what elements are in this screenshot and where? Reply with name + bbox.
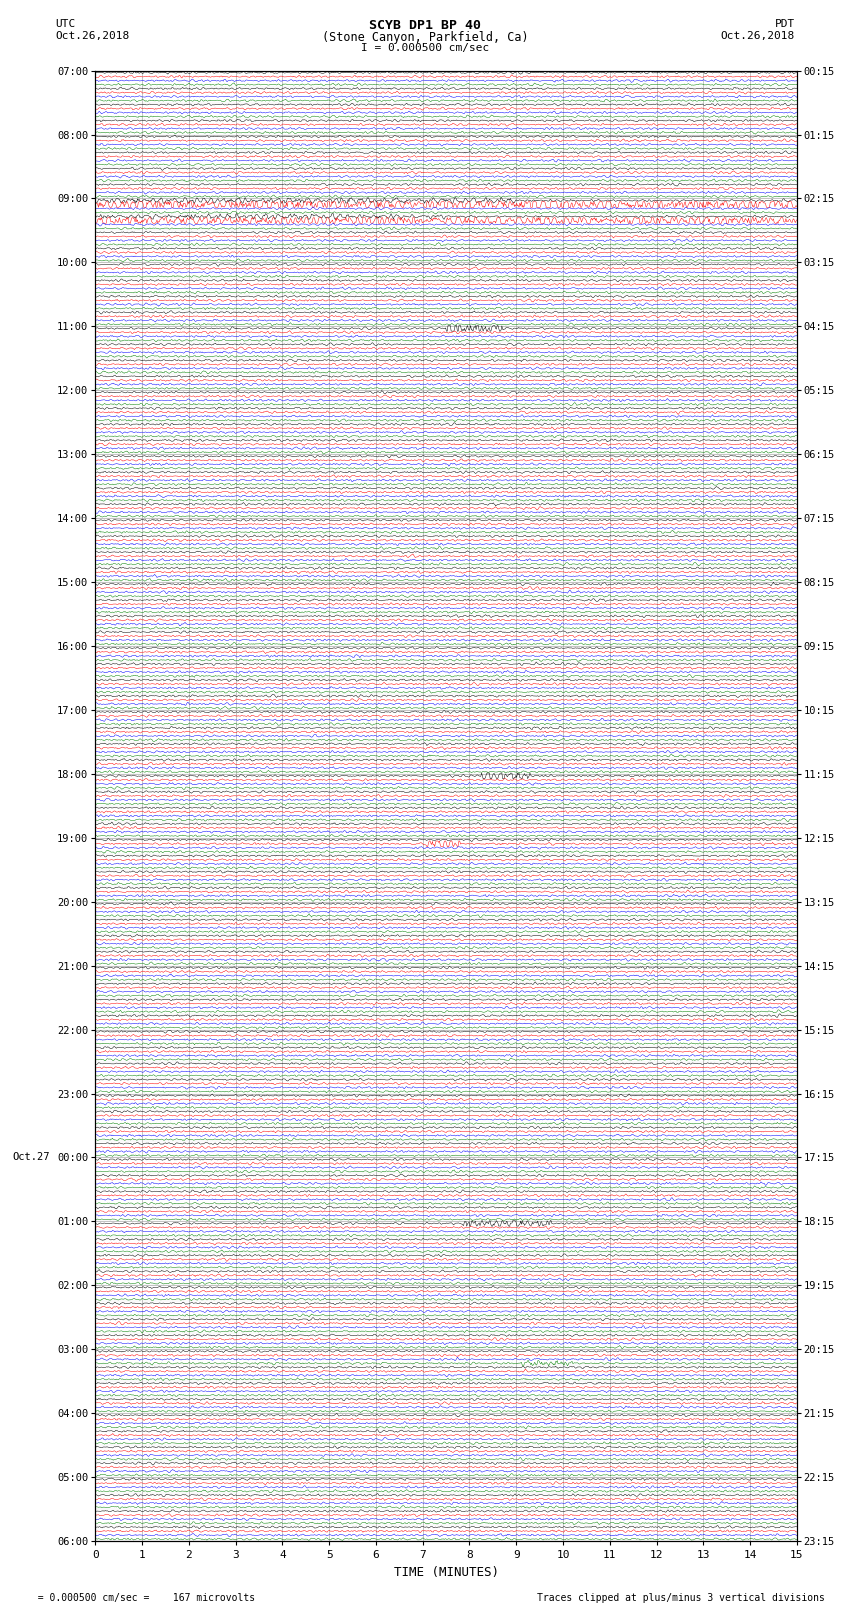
Text: Oct.27: Oct.27	[12, 1152, 49, 1163]
Text: Oct.26,2018: Oct.26,2018	[55, 31, 129, 40]
Text: UTC: UTC	[55, 19, 76, 29]
Text: = 0.000500 cm/sec =    167 microvolts: = 0.000500 cm/sec = 167 microvolts	[26, 1594, 255, 1603]
Text: PDT: PDT	[774, 19, 795, 29]
Text: SCYB DP1 BP 40: SCYB DP1 BP 40	[369, 19, 481, 32]
Text: I = 0.000500 cm/sec: I = 0.000500 cm/sec	[361, 44, 489, 53]
Text: Oct.26,2018: Oct.26,2018	[721, 31, 795, 40]
X-axis label: TIME (MINUTES): TIME (MINUTES)	[394, 1566, 499, 1579]
Text: (Stone Canyon, Parkfield, Ca): (Stone Canyon, Parkfield, Ca)	[321, 31, 529, 44]
Text: Traces clipped at plus/minus 3 vertical divisions: Traces clipped at plus/minus 3 vertical …	[536, 1594, 824, 1603]
